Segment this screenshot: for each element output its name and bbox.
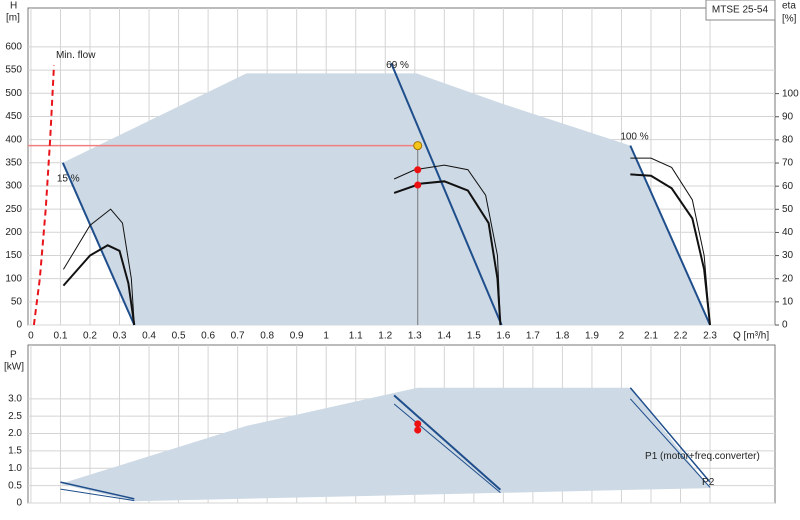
curve-label: 100 % (620, 131, 648, 142)
y2-tick-label: 0 (782, 320, 788, 331)
curve (393, 403, 501, 493)
y2-tick-label: 30 (782, 250, 794, 261)
x-tick-label: 1.7 (526, 331, 540, 342)
y-tick-label: 500 (5, 88, 22, 99)
x-tick-label: 1.5 (467, 331, 481, 342)
x-tick-label: 2.2 (674, 331, 688, 342)
curve (393, 394, 502, 491)
y-tick-label: 100 (5, 273, 22, 284)
y2-tick-label: 50 (782, 204, 794, 215)
y-tick-label: 350 (5, 157, 22, 168)
curve (63, 208, 135, 326)
curve (32, 65, 55, 326)
title-box (705, 0, 776, 21)
x-tick-label: 1.3 (408, 331, 422, 342)
curve (60, 488, 135, 502)
y2-tick-label: 70 (782, 158, 794, 169)
y-tick-label: 1.0 (8, 463, 22, 474)
head-chart: 0 0.1 0.2 0.3 0.4 0.5 0.6 0.7 0.8 0.9 1 1.1 1.2 1.3 1.… (5, 7, 799, 342)
y-axis-unit: [m] (6, 13, 20, 24)
curve-label: 15 % (57, 173, 80, 184)
curve (629, 387, 711, 483)
y-tick-label: 450 (5, 111, 22, 122)
x-tick-label: 1.8 (555, 331, 569, 342)
x-tick-label: 1.9 (585, 331, 599, 342)
y-tick-label: 200 (5, 227, 22, 238)
x-tick-label: 2 (619, 331, 625, 342)
curve (61, 162, 136, 326)
x-tick-label: 2.1 (644, 331, 658, 342)
y2-tick-label: 60 (782, 181, 794, 192)
y-tick-label: 300 (5, 181, 22, 192)
x-tick-label: 0.5 (172, 331, 186, 342)
curve-label: P1 (motor+freq.converter) (645, 451, 760, 462)
x-tick-label: 0.4 (142, 331, 156, 342)
y2-tick-label: 100 (782, 88, 799, 99)
curve (62, 244, 136, 326)
x-tick-label: 0.8 (260, 331, 274, 342)
curve-label: 69 % (386, 60, 409, 71)
operating-range (62, 73, 711, 325)
curve-label: P2 (702, 477, 715, 488)
x-tick-label: 0.6 (201, 331, 215, 342)
y-axis-label: P (10, 350, 17, 361)
y-axis-unit: [kW] (4, 362, 24, 373)
x-tick-label: 1.1 (349, 331, 363, 342)
y-tick-label: 3.0 (8, 393, 22, 404)
y-tick-label: 2.5 (8, 411, 22, 422)
y-tick-label: 250 (5, 204, 22, 215)
x-tick-label: 0.3 (113, 331, 127, 342)
y2-axis-unit: [%] (782, 14, 797, 25)
y-tick-label: 550 (5, 65, 22, 76)
x-tick-label: 0.9 (290, 331, 304, 342)
x-tick-label: 0 (28, 331, 34, 342)
x-tick-label: 0.1 (54, 331, 68, 342)
power-chart: 0 0.5 1.0 1.5 2.0 2.5 3.0 P1 (motor+freq.conver… (8, 344, 776, 509)
y-tick-label: 0 (16, 498, 22, 509)
chart-title: MTSE 25-54 (712, 5, 769, 16)
duty-point (414, 426, 422, 434)
y-tick-label: 1.5 (8, 446, 22, 457)
duty-point (414, 420, 422, 428)
operating-point (413, 141, 423, 151)
curve (60, 481, 135, 500)
x-tick-label: 0.2 (83, 331, 97, 342)
y2-tick-label: 80 (782, 135, 794, 146)
y-tick-label: 150 (5, 250, 22, 261)
y-tick-label: 50 (11, 296, 23, 307)
y-tick-label: 0.5 (8, 480, 22, 491)
x-axis-label: Q [m³/h] (733, 331, 769, 342)
y-tick-label: 2.0 (8, 428, 22, 439)
y-tick-label: 600 (5, 42, 22, 53)
duty-point (414, 181, 422, 189)
x-tick-label: 0.7 (231, 331, 245, 342)
x-tick-label: 1.2 (378, 331, 392, 342)
duty-point (414, 166, 422, 174)
x-tick-label: 1.4 (437, 331, 451, 342)
y2-tick-label: 90 (782, 111, 794, 122)
y-tick-label: 400 (5, 134, 22, 145)
y-axis-label: H (10, 1, 17, 12)
y2-tick-label: 20 (782, 273, 794, 284)
curve (629, 398, 711, 488)
curve (630, 157, 711, 326)
y2-tick-label: 40 (782, 227, 794, 238)
x-tick-label: 1 (323, 331, 329, 342)
curve-label: Min. flow (56, 50, 96, 61)
x-tick-label: 1.6 (496, 331, 510, 342)
curve (630, 173, 712, 326)
y-tick-label: 0 (16, 320, 22, 331)
x-tick-label: 2.3 (703, 331, 717, 342)
y2-axis-label: eta (782, 1, 796, 12)
curve (390, 62, 503, 326)
operating-range (60, 387, 711, 502)
y2-tick-label: 10 (782, 297, 794, 308)
